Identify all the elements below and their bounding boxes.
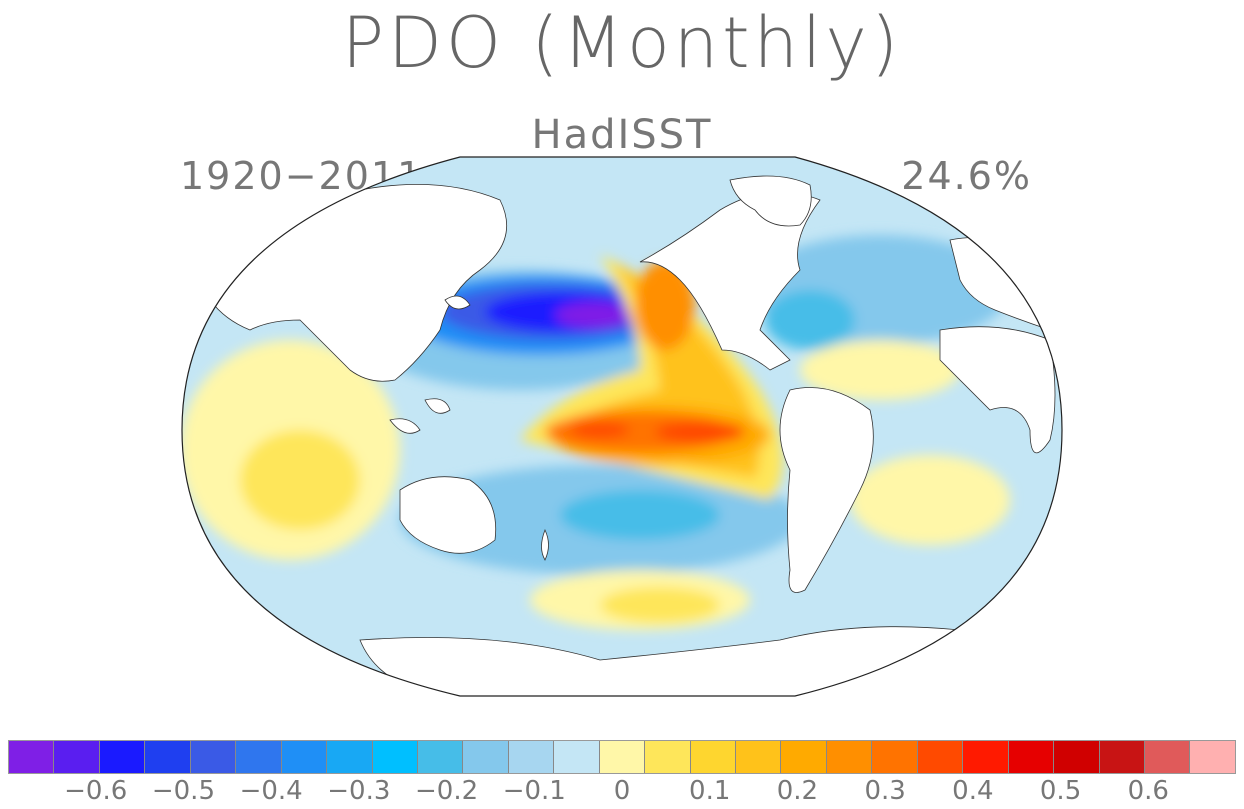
colorbar: [8, 740, 1236, 774]
colorbar-segment: [372, 741, 418, 773]
colorbar-segment: [736, 741, 782, 773]
colorbar-segment: [9, 741, 55, 773]
colorbar-segment: [281, 741, 328, 773]
anomaly-patch: [560, 490, 720, 540]
colorbar-tick-label: 0.3: [864, 776, 906, 806]
colorbar-segment: [917, 741, 964, 773]
land-island: [444, 295, 471, 310]
colorbar-segment: [99, 741, 146, 773]
land-south-america: [779, 387, 874, 593]
land-greenland: [729, 175, 812, 227]
anomaly-patch: [600, 587, 720, 623]
colorbar-segment: [645, 741, 691, 773]
colorbar-segment: [236, 741, 282, 773]
colorbar-segment: [872, 741, 918, 773]
pdo-map: [181, 156, 1063, 697]
anomaly-patch: [240, 430, 360, 530]
colorbar-tick-label: −0.1: [502, 776, 566, 806]
colorbar-segment: [690, 741, 736, 773]
colorbar-segment: [1099, 741, 1145, 773]
colorbar-segment: [327, 741, 373, 773]
page-title: PDO (Monthly): [341, 2, 903, 84]
land-africa: [939, 326, 1056, 454]
colorbar-tick-label: −0.2: [414, 776, 479, 806]
colorbar-segment: [417, 741, 464, 773]
anomaly-patch: [570, 422, 630, 438]
colorbar-segment: [54, 741, 100, 773]
colorbar-segment: [1144, 741, 1191, 773]
colorbar-segment: [963, 741, 1009, 773]
colorbar-tick-label: −0.5: [151, 776, 215, 806]
land-new-zealand: [541, 528, 549, 561]
colorbar-segment: [554, 741, 600, 773]
colorbar-segment: [508, 741, 555, 773]
colorbar-tick-label: 0.5: [1039, 776, 1082, 806]
land-australia: [399, 476, 497, 554]
anomaly-patch: [850, 455, 1010, 545]
colorbar-segment: [1054, 741, 1100, 773]
ocean-field: [182, 157, 1062, 696]
land-island: [424, 398, 451, 414]
colorbar-tick-label: 0.2: [776, 776, 819, 806]
land-antarctica: [359, 626, 961, 696]
land-island: [389, 418, 421, 434]
colorbar-segment: [1008, 741, 1055, 773]
anomaly-patch: [800, 340, 960, 400]
dataset-label: HadISST: [531, 112, 713, 158]
colorbar-tick-label: 0: [613, 776, 631, 806]
anomaly-patch: [655, 421, 745, 443]
anomaly-patch: [765, 290, 855, 350]
colorbar-ticks: −0.6 −0.5 −0.4 −0.3 −0.2 −0.1 0 0.1 0.2 0.3 0.4 0.5…: [8, 776, 1236, 806]
globe-outline: [181, 156, 1063, 697]
colorbar-tick-label: 0.1: [689, 776, 731, 806]
colorbar-segment: [826, 741, 873, 773]
colorbar-tick-label: 0.4: [952, 776, 994, 806]
colorbar-segment: [781, 741, 827, 773]
anomaly-patch: [635, 260, 695, 350]
colorbar-segment: [1190, 741, 1235, 773]
colorbar-tick-label: −0.6: [64, 776, 128, 806]
colorbar-segment: [190, 741, 237, 773]
colorbar-segment: [463, 741, 509, 773]
anomaly-patch: [555, 302, 635, 328]
land-north-america: [639, 191, 821, 371]
colorbar-tick-label: 0.6: [1127, 776, 1169, 806]
variance-label: 24.6%: [901, 154, 1032, 198]
colorbar-tick-label: −0.4: [239, 776, 303, 806]
colorbar-segment: [599, 741, 646, 773]
colorbar-segment: [145, 741, 191, 773]
colorbar-tick-label: −0.3: [327, 776, 391, 806]
